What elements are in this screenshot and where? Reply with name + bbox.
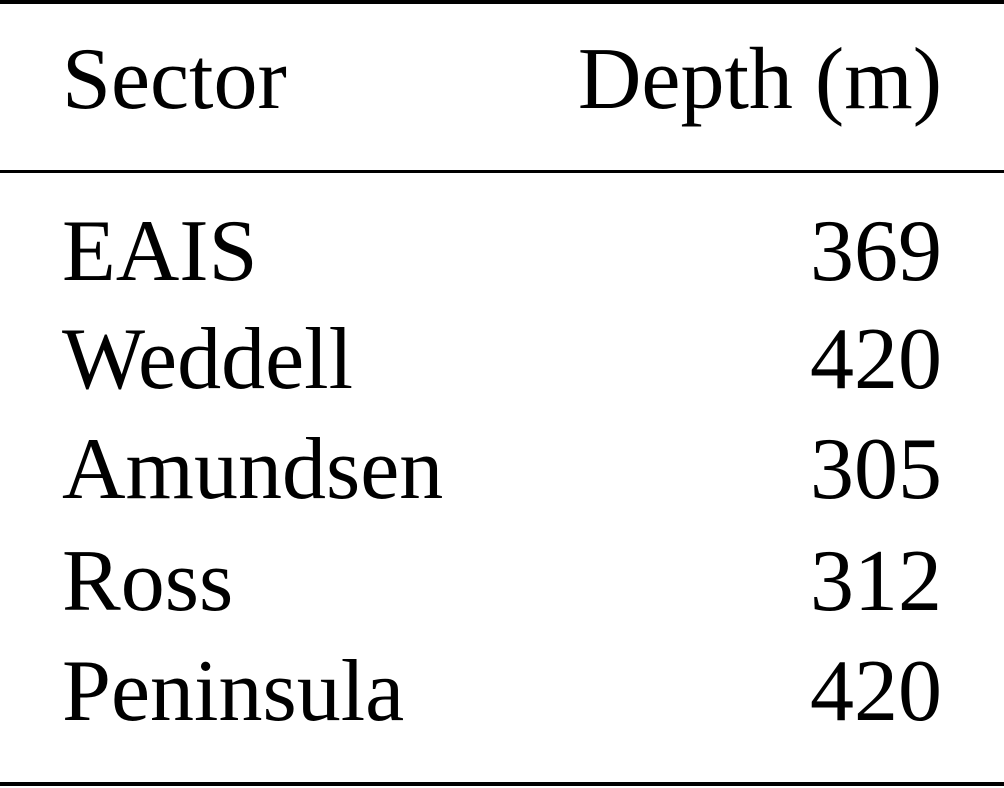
sector-cell: Weddell — [62, 311, 354, 408]
depth-cell: 420 — [810, 643, 942, 740]
depth-cell: 305 — [810, 421, 942, 518]
header-depth: Depth (m) — [577, 31, 942, 128]
depth-cell: 420 — [810, 311, 942, 408]
depth-cell: 369 — [810, 203, 942, 300]
top-rule — [0, 0, 1004, 4]
bottom-rule — [0, 782, 1004, 786]
sector-cell: Amundsen — [62, 421, 444, 518]
header-sector: Sector — [62, 31, 287, 128]
depth-cell: 312 — [810, 533, 942, 630]
sector-cell: Ross — [62, 533, 234, 630]
header-rule — [0, 170, 1004, 173]
sector-cell: EAIS — [62, 203, 258, 300]
sector-cell: Peninsula — [62, 643, 405, 740]
